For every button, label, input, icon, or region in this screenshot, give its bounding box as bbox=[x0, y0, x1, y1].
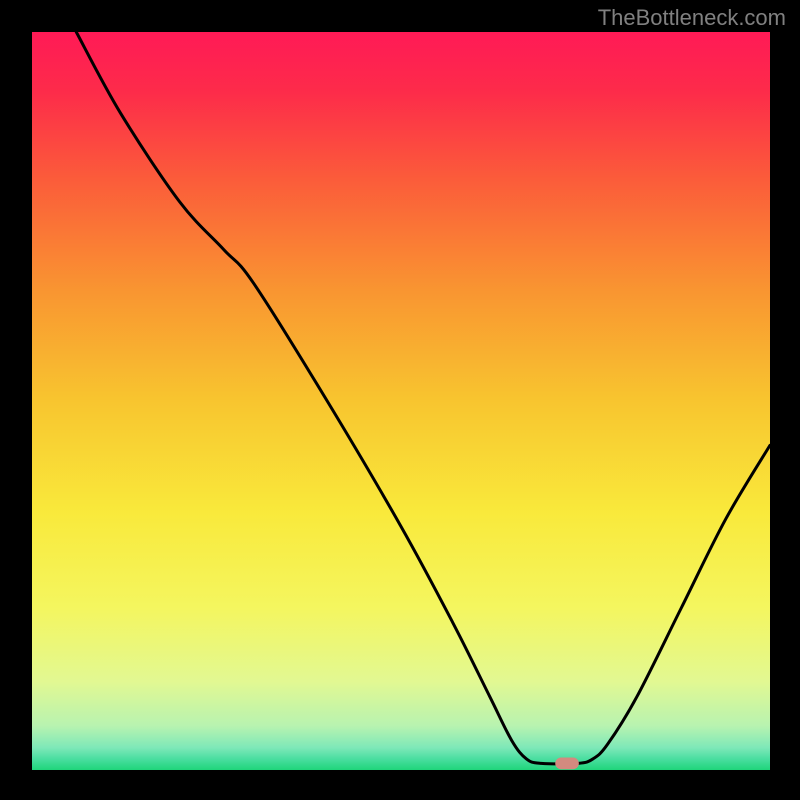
watermark-text: TheBottleneck.com bbox=[598, 5, 786, 31]
chart-container: TheBottleneck.com bbox=[0, 0, 800, 800]
plot-area bbox=[32, 32, 770, 770]
bottleneck-chart bbox=[0, 0, 800, 800]
optimal-marker bbox=[555, 757, 579, 769]
